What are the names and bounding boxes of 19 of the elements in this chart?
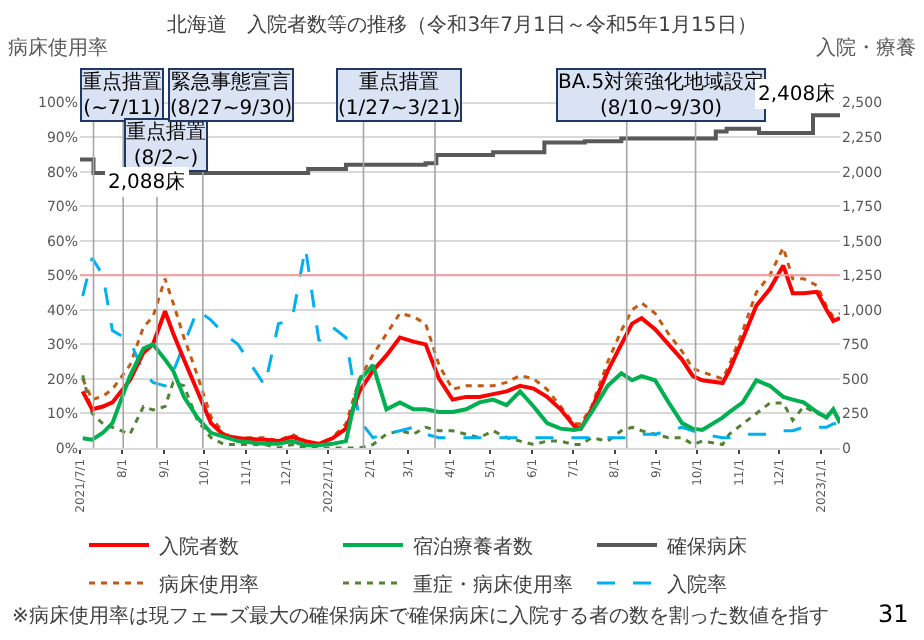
text: ※病床使用率は現フェーズ最大の確保病床で確保病床に入院する者の数を割った数値を指す bbox=[12, 604, 829, 628]
annotation: 緊急事態宣言 (8/27~9/30) bbox=[170, 70, 293, 120]
legend-label: 入院率 bbox=[667, 572, 727, 597]
y2-axis-title: 入院・療養 bbox=[816, 36, 916, 60]
annotation: 重点措置 (~7/11) bbox=[82, 70, 162, 120]
chart-title: 北海道 入院者数等の推移（令和3年7月1日～令和5年1月15日） bbox=[167, 13, 757, 37]
legend-label: 重症・病床使用率 bbox=[413, 572, 573, 597]
legend-label: 宿泊療養者数 bbox=[413, 534, 533, 559]
text: 31 bbox=[878, 600, 909, 628]
legend-label: 病床使用率 bbox=[159, 572, 259, 597]
annotation: 重点措置 (8/2~) bbox=[126, 120, 206, 170]
annotation: 重点措置 (1/27~3/21) bbox=[338, 70, 461, 120]
annotation: 2,088床 bbox=[108, 170, 186, 194]
legend-label: 入院者数 bbox=[159, 534, 239, 559]
legend-label: 確保病床 bbox=[665, 534, 747, 559]
line-series bbox=[80, 342, 840, 448]
y-axis-title: 病床使用率 bbox=[8, 36, 108, 60]
annotation: 2,408床 bbox=[758, 82, 836, 106]
line-series bbox=[81, 373, 840, 448]
